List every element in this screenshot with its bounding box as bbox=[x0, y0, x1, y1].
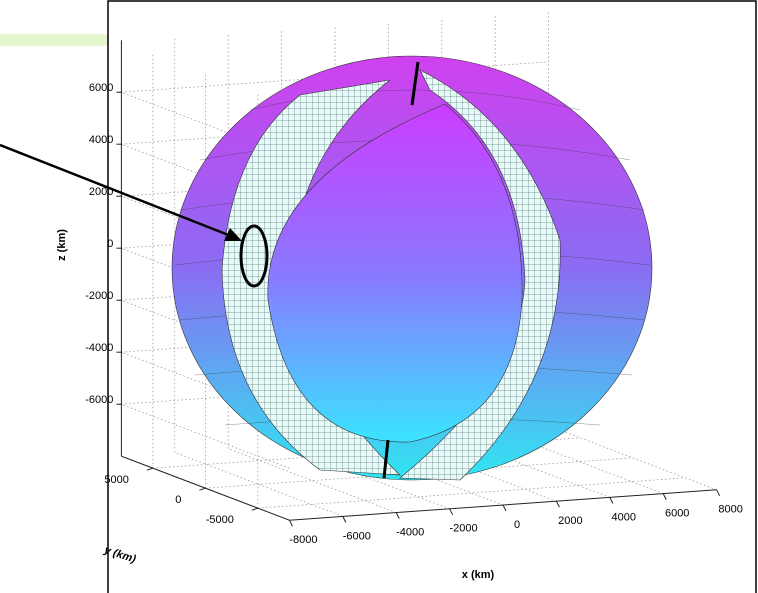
y-tick bbox=[147, 468, 153, 470]
x-tick bbox=[450, 509, 453, 515]
x-tick-label: 6000 bbox=[665, 508, 689, 520]
figure: -8000 -6000 -4000 -2000 0 2000 4000 6000 8000 -50… bbox=[0, 0, 758, 593]
x-axis-label: x (km) bbox=[462, 569, 495, 581]
y-axis-label: y (km) bbox=[102, 544, 138, 566]
z-axis-label: z (km) bbox=[56, 229, 68, 261]
y-tick-label: 0 bbox=[175, 494, 181, 506]
surface bbox=[172, 56, 652, 480]
z-tick-label: 0 bbox=[107, 238, 113, 250]
z-tick-label: -2000 bbox=[85, 290, 113, 302]
z-tick-label: -4000 bbox=[85, 342, 113, 354]
x-tick-label: 8000 bbox=[718, 504, 742, 516]
x-tick bbox=[343, 516, 346, 522]
x-tick bbox=[717, 490, 720, 496]
x-tick bbox=[503, 505, 506, 511]
z-tick-label: -6000 bbox=[85, 394, 113, 406]
y-tick-label: -5000 bbox=[206, 514, 234, 526]
x-tick bbox=[396, 513, 399, 519]
z-tick-label: 4000 bbox=[89, 134, 113, 146]
x-tick bbox=[556, 501, 559, 507]
y-tick bbox=[199, 488, 205, 490]
x-tick-label: -6000 bbox=[343, 530, 371, 542]
x-tick bbox=[610, 497, 613, 503]
highlight-bar bbox=[0, 34, 108, 46]
x-tick-label: 4000 bbox=[612, 511, 636, 523]
y-tick-label: 5000 bbox=[104, 474, 128, 486]
z-tick-label: 6000 bbox=[89, 82, 113, 94]
x-tick-label: 0 bbox=[514, 519, 520, 531]
x-tick bbox=[289, 520, 292, 526]
x-tick-label: -4000 bbox=[396, 527, 424, 539]
y-tick bbox=[252, 508, 258, 510]
x-tick-label: -2000 bbox=[450, 523, 478, 535]
x-tick-label: -8000 bbox=[289, 534, 317, 546]
grid-line bbox=[258, 478, 685, 508]
x-tick bbox=[663, 494, 666, 500]
x-tick-label: 2000 bbox=[558, 515, 582, 527]
